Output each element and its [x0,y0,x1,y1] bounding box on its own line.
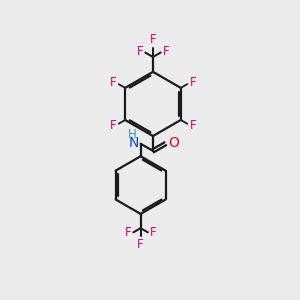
Text: F: F [163,45,169,58]
Text: F: F [190,76,196,89]
Text: O: O [168,136,179,150]
Text: F: F [125,226,131,239]
Text: N: N [129,136,140,151]
Text: F: F [150,33,156,46]
Text: F: F [136,45,143,58]
Text: F: F [110,76,116,89]
Text: F: F [150,226,157,239]
Text: F: F [137,238,144,251]
Text: H: H [128,128,137,141]
Text: F: F [110,118,116,131]
Text: F: F [190,118,196,131]
